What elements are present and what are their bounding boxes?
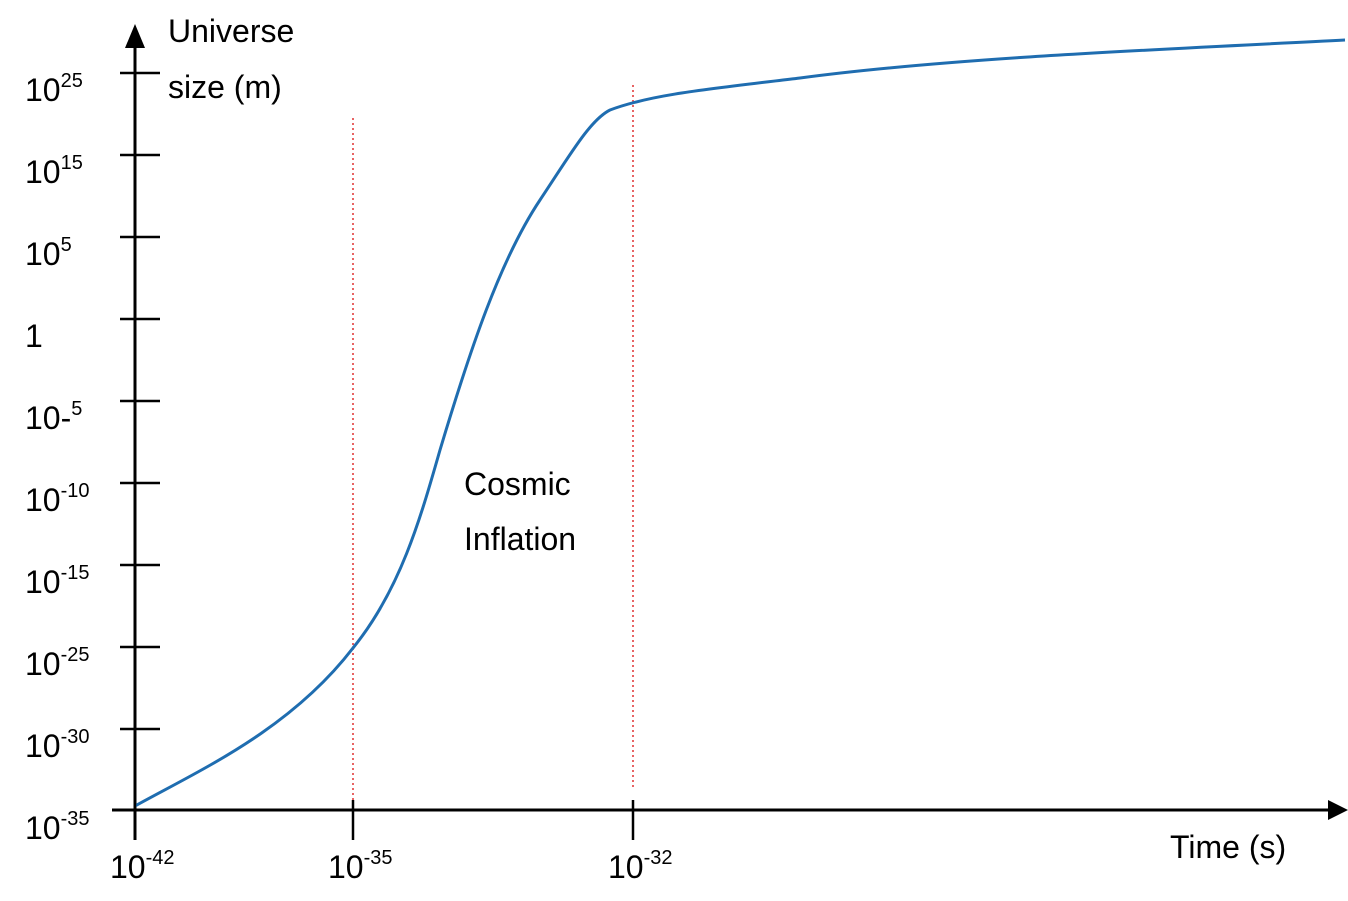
y-tick-label-base: 10	[25, 154, 61, 190]
y-tick-label: 105	[25, 234, 72, 272]
annotation: Inflation	[464, 521, 576, 557]
x-tick-label: 10-42	[110, 847, 175, 885]
x-arrow	[1328, 800, 1348, 820]
y-tick-label-exponent: -15	[61, 562, 90, 584]
x-tick-label: 10-35	[328, 847, 393, 885]
y-tick-label: 1025	[25, 70, 83, 108]
x-tick-label: 10-32	[608, 847, 673, 885]
x-tick-label-exponent: -35	[364, 847, 393, 869]
y-tick-label-base: 10	[25, 728, 61, 764]
y-tick-label: 10-35	[25, 808, 90, 846]
y-tick-label: 10-30	[25, 726, 90, 764]
x-tick-label-exponent: -32	[644, 847, 673, 869]
y-tick-label: 1015	[25, 152, 83, 190]
y-tick-label-exponent: 25	[61, 70, 83, 92]
y-tick-label-base: 10	[25, 810, 61, 846]
y-axis-label: Universe	[168, 13, 294, 49]
y-tick-label: 10-15	[25, 562, 90, 600]
y-tick-label-base: 10	[25, 482, 61, 518]
y-axis-label: size (m)	[168, 69, 282, 105]
y-tick-label: 1	[25, 318, 43, 354]
y-tick-label-base: 10	[25, 646, 61, 682]
x-tick-label-base: 10	[328, 849, 364, 885]
x-tick-label-base: 10	[608, 849, 644, 885]
x-axis-label: Time (s)	[1170, 829, 1286, 865]
y-tick-label-exponent: -25	[61, 644, 90, 666]
annotation: Cosmic	[464, 466, 571, 502]
y-tick-label-exponent: -10	[61, 480, 90, 502]
y-tick-label: 10-25	[25, 644, 90, 682]
x-tick-label-exponent: -42	[146, 847, 175, 869]
y-tick-label-base: 10-	[25, 400, 71, 436]
y-tick-label-base: 10	[25, 564, 61, 600]
y-tick-label-exponent: -35	[61, 808, 90, 830]
y-tick-label-exponent: 5	[71, 398, 82, 420]
growth-curve	[134, 38, 1346, 808]
y-tick-label: 10-10	[25, 480, 90, 518]
y-tick-label-base: 10	[25, 236, 61, 272]
y-tick-label-exponent: 15	[61, 152, 83, 174]
y-tick-label-exponent: 5	[61, 234, 72, 256]
y-tick-label: 10-5	[25, 398, 82, 436]
y-tick-label-base: 1	[25, 318, 43, 354]
x-tick-label-base: 10	[110, 849, 146, 885]
y-arrow	[125, 24, 145, 48]
y-tick-label-exponent: -30	[61, 726, 90, 748]
y-tick-label-base: 10	[25, 72, 61, 108]
